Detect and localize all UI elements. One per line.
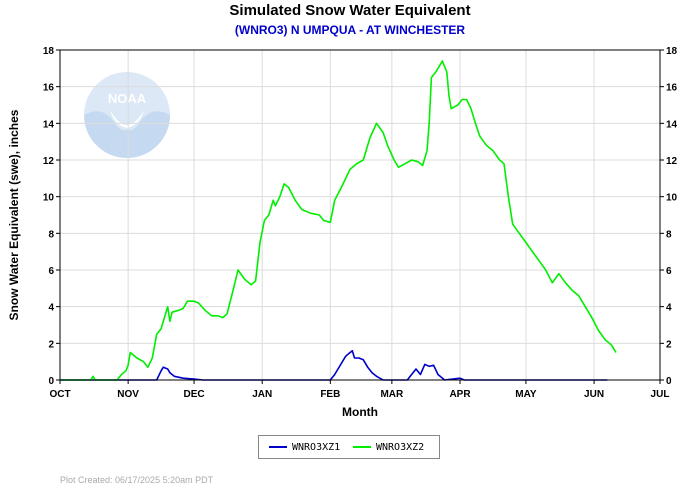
y-tick-label-right: 6 — [666, 266, 672, 277]
y-tick-label-left: 12 — [43, 156, 55, 167]
legend-swatch-wnro3xz2 — [353, 446, 371, 448]
legend-swatch-wnro3xz1 — [269, 446, 287, 448]
legend-label-wnro3xz1: WNRO3XZ1 — [292, 441, 341, 453]
y-tick-label-left: 2 — [48, 339, 54, 350]
x-tick-label: JUL — [651, 389, 670, 400]
series-line-wnro3xz1 — [60, 349, 608, 381]
y-tick-label-left: 16 — [43, 83, 55, 94]
x-tick-label: JUN — [584, 389, 604, 400]
series-line-wnro3xz2 — [60, 60, 617, 381]
y-tick-label-left: 10 — [43, 193, 55, 204]
y-tick-label-right: 2 — [666, 339, 672, 350]
y-tick-label-right: 18 — [666, 46, 678, 57]
y-tick-label-right: 8 — [666, 229, 672, 240]
plot-frame — [59, 49, 661, 381]
series-layer — [60, 60, 617, 381]
y-tick-label-right: 0 — [666, 376, 672, 387]
grid — [59, 49, 661, 381]
x-tick-label: MAR — [380, 389, 404, 400]
y-tick-label-right: 12 — [666, 156, 678, 167]
x-tick-label: NOV — [117, 389, 139, 400]
y-tick-label-left: 6 — [48, 266, 54, 277]
x-tick-label: OCT — [49, 389, 70, 400]
y-tick-label-left: 0 — [48, 376, 54, 387]
axes: 0 0 2 2 4 4 6 6 8 8 10 10 12 12 14 14 16 16 18 18 OCT NOV DEC J… — [43, 46, 678, 400]
x-tick-label: JAN — [252, 389, 272, 400]
x-tick-label: MAY — [515, 389, 537, 400]
noaa-logo: NOAA — [82, 70, 172, 165]
legend-label-wnro3xz2: WNRO3XZ2 — [376, 441, 425, 453]
x-tick-label: FEB — [320, 389, 340, 400]
legend-item-wnro3xz2: WNRO3XZ2 — [353, 441, 424, 453]
y-tick-label-right: 4 — [666, 303, 672, 314]
y-tick-label-left: 8 — [48, 229, 54, 240]
y-tick-label-left: 4 — [48, 303, 54, 314]
y-tick-label-right: 16 — [666, 83, 678, 94]
svg-text:NOAA: NOAA — [108, 91, 147, 106]
y-tick-label-right: 14 — [666, 119, 678, 130]
chart-title: Simulated Snow Water Equivalent — [229, 2, 471, 19]
x-axis-label: Month — [342, 405, 378, 419]
y-tick-label-left: 18 — [43, 46, 55, 57]
y-tick-label-right: 10 — [666, 193, 678, 204]
plot-created-footer: Plot Created: 06/17/2025 5:20am PDT — [60, 475, 214, 485]
chart-subtitle: (WNRO3) N UMPQUA - AT WINCHESTER — [234, 23, 466, 37]
x-tick-label: DEC — [184, 389, 205, 400]
y-tick-label-left: 14 — [43, 119, 55, 130]
x-tick-label: APR — [449, 389, 471, 400]
legend: WNRO3XZ1 WNRO3XZ2 — [258, 435, 440, 459]
legend-item-wnro3xz1: WNRO3XZ1 — [269, 441, 340, 453]
